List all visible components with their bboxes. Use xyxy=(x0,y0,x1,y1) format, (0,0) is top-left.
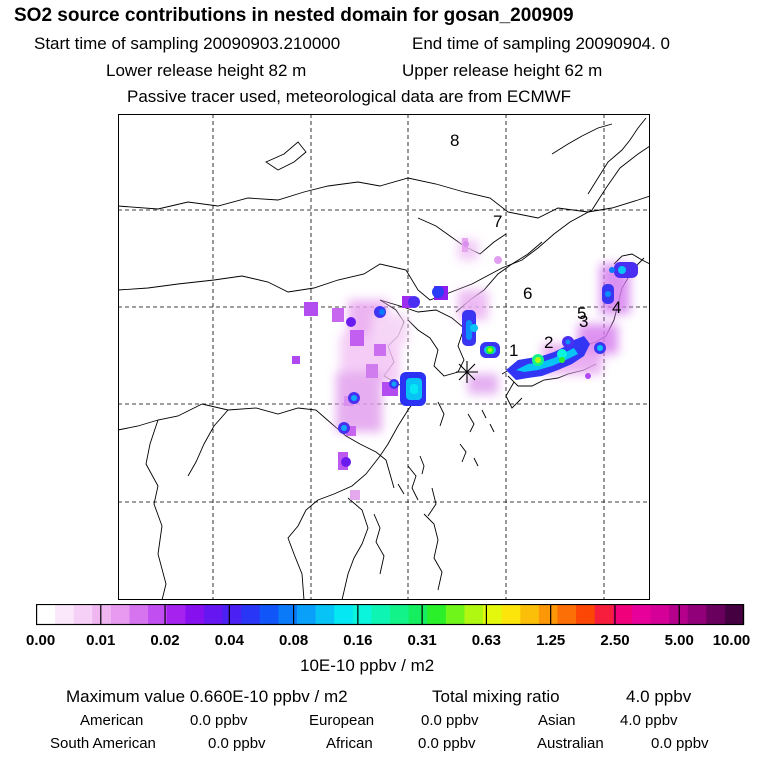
colorbar-cell xyxy=(296,604,316,625)
lower-height-label: Lower release height 82 m xyxy=(106,61,307,80)
tracer-note: Passive tracer used, meteorological data… xyxy=(127,87,572,106)
region-label-4: 4 xyxy=(612,298,621,317)
colorbar-tick-label: 1.25 xyxy=(536,632,566,649)
colorbar xyxy=(36,604,745,626)
region-value-australian: 0.0 ppbv xyxy=(651,735,709,752)
colorbar-tick-label: 5.00 xyxy=(664,632,694,649)
colorbar-cell xyxy=(259,604,279,625)
colorbar-tick-label: 0.02 xyxy=(150,632,180,649)
colorbar-cell xyxy=(631,604,651,625)
region-value-south-american: 0.0 ppbv xyxy=(208,735,266,752)
colorbar-cell xyxy=(92,604,112,625)
colorbar-cell xyxy=(371,604,391,625)
colorbar-cell xyxy=(55,604,75,625)
colorbar-tick-label: 0.31 xyxy=(407,632,437,649)
region-name-australian: Australian xyxy=(537,735,604,752)
region-label-1: 1 xyxy=(509,341,518,360)
colorbar-cell xyxy=(203,604,223,625)
colorbar-cell xyxy=(148,604,168,625)
total-mixing-ratio-value: 4.0 ppbv xyxy=(626,687,692,706)
colorbar-cell xyxy=(538,604,558,625)
colorbar-cell xyxy=(73,604,93,625)
region-value-european: 0.0 ppbv xyxy=(421,712,479,729)
colorbar-cell xyxy=(427,604,447,625)
colorbar-cell xyxy=(129,604,149,625)
colorbar-cell xyxy=(166,604,186,625)
colorbar-tick-label: 0.04 xyxy=(214,632,244,649)
region-name-asian: Asian xyxy=(538,712,576,729)
colorbar-cell xyxy=(352,604,372,625)
colorbar-tick-label: 0.00 xyxy=(25,632,56,649)
colorbar-cell xyxy=(576,604,596,625)
concentration-field xyxy=(292,238,638,500)
region-name-american: American xyxy=(80,712,144,729)
colorbar-cell xyxy=(315,604,335,625)
colorbar-tick-label: 0.63 xyxy=(471,632,502,649)
region-label-7: 7 xyxy=(493,212,502,231)
colorbar-cell xyxy=(520,604,540,625)
colorbar-cell xyxy=(390,604,410,625)
colorbar-tick-label: 0.16 xyxy=(343,632,373,649)
max-value-label: Maximum value 0.660E-10 ppbv / m2 xyxy=(66,687,348,706)
region-name-south-american: South American xyxy=(50,735,156,752)
colorbar-cell xyxy=(687,604,707,625)
region-value-american: 0.0 ppbv xyxy=(190,712,248,729)
region-value-african: 0.0 ppbv xyxy=(418,735,476,752)
receptor-star-marker xyxy=(456,361,478,383)
region-label-5: 5 xyxy=(577,304,586,323)
colorbar-cell xyxy=(594,604,614,625)
colorbar-cell xyxy=(185,604,205,625)
coastlines xyxy=(118,117,650,600)
colorbar-tick-label: 2.50 xyxy=(600,632,630,649)
colorbar-cell xyxy=(501,604,521,625)
upper-height-label: Upper release height 62 m xyxy=(402,61,603,80)
colorbar-cell xyxy=(241,604,261,625)
colorbar-tick-label: 0.01 xyxy=(86,632,116,649)
colorbar-cell xyxy=(445,604,465,625)
region-label-2: 2 xyxy=(544,333,553,352)
region-label-3: 3 xyxy=(579,312,588,331)
region-name-european: European xyxy=(309,712,375,729)
colorbar-cell xyxy=(464,604,484,625)
colorbar-tick-label: 0.08 xyxy=(278,632,309,649)
colorbar-cell xyxy=(110,604,130,625)
colorbar-cell xyxy=(483,604,503,625)
total-mixing-ratio-label: Total mixing ratio xyxy=(432,687,560,706)
colorbar-cell xyxy=(650,604,670,625)
region-name-african: African xyxy=(326,735,373,752)
region-label-8: 8 xyxy=(450,131,459,150)
colorbar-unit-label: 10E-10 ppbv / m2 xyxy=(300,656,435,675)
colorbar-cell xyxy=(669,604,689,625)
start-time-label: Start time of sampling 20090903.210000 xyxy=(34,34,341,53)
region-label-6: 6 xyxy=(523,284,532,303)
colorbar-cell xyxy=(36,604,56,625)
colorbar-tick-label: 10.00 xyxy=(712,632,751,649)
map-panel: 8 7 6 5 4 3 2 1 xyxy=(118,114,650,600)
end-time-label: End time of sampling 20090904. 0 xyxy=(412,34,671,53)
region-value-asian: 4.0 ppbv xyxy=(620,712,678,729)
colorbar-cell xyxy=(557,604,577,625)
colorbar-cell xyxy=(408,604,428,625)
colorbar-cell xyxy=(724,604,744,625)
plot-title: SO2 source contributions in nested domai… xyxy=(14,5,574,26)
colorbar-cell xyxy=(613,604,633,625)
colorbar-cell xyxy=(706,604,726,625)
colorbar-cell xyxy=(222,604,242,625)
colorbar-cell xyxy=(278,604,298,625)
colorbar-cell xyxy=(334,604,354,625)
